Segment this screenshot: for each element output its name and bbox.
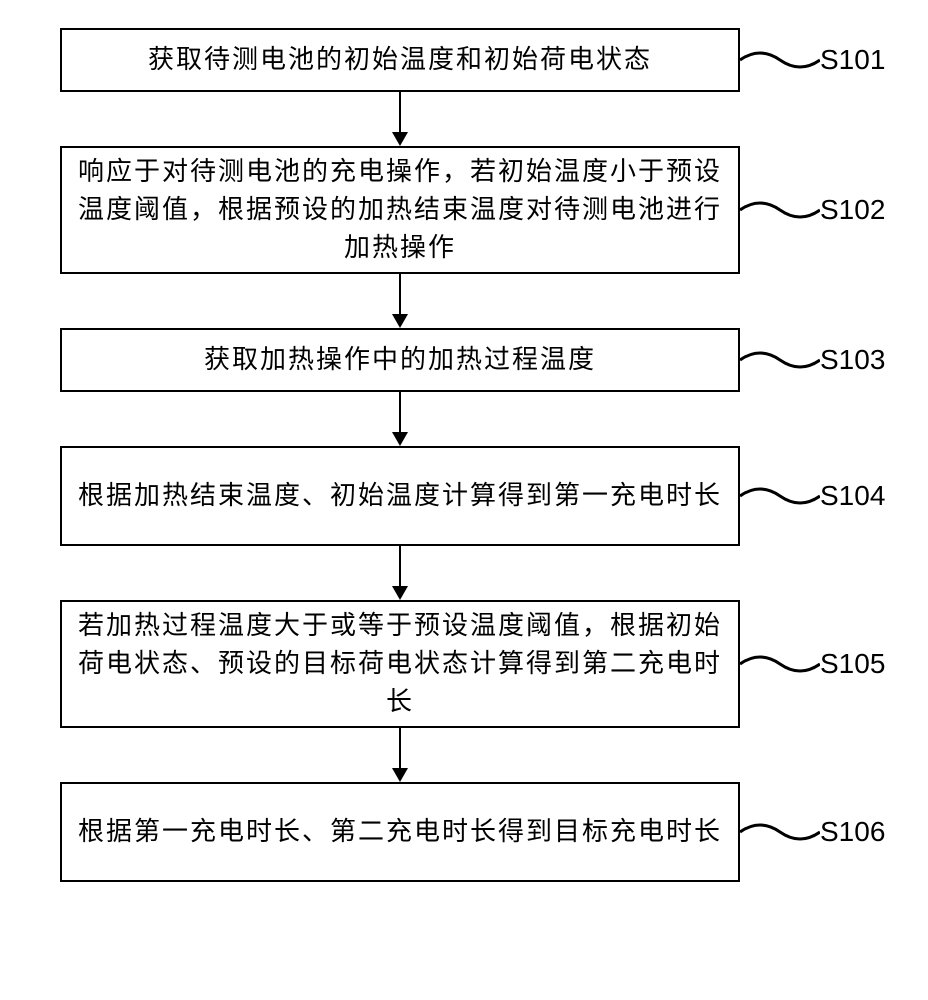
step-box-s106: 根据第一充电时长、第二充电时长得到目标充电时长 — [60, 782, 740, 882]
arrow-line — [399, 546, 401, 586]
step-box-s102: 响应于对待测电池的充电操作，若初始温度小于预设温度阈值，根据预设的加热结束温度对… — [60, 146, 740, 274]
step-text: 若加热过程温度大于或等于预设温度阈值，根据初始荷电状态、预设的目标荷电状态计算得… — [78, 607, 722, 720]
arrow-line — [399, 92, 401, 132]
connector-tilde-icon — [740, 198, 820, 222]
step-label: S103 — [820, 344, 885, 376]
arrow-head-icon — [392, 586, 408, 600]
connector-tilde-icon — [740, 820, 820, 844]
arrow-head-icon — [392, 432, 408, 446]
step-text: 根据加热结束温度、初始温度计算得到第一充电时长 — [78, 477, 722, 515]
connector-tilde-icon — [740, 652, 820, 676]
step-box-s103: 获取加热操作中的加热过程温度 — [60, 328, 740, 392]
arrow-line — [399, 392, 401, 432]
step-label: S106 — [820, 816, 885, 848]
step-box-s101: 获取待测电池的初始温度和初始荷电状态 — [60, 28, 740, 92]
step-text: 获取加热操作中的加热过程温度 — [204, 341, 596, 379]
step-label: S105 — [820, 648, 885, 680]
step-label: S102 — [820, 194, 885, 226]
step-label: S101 — [820, 44, 885, 76]
connector-tilde-icon — [740, 48, 820, 72]
arrow-head-icon — [392, 314, 408, 328]
arrow-line — [399, 274, 401, 314]
step-text: 根据第一充电时长、第二充电时长得到目标充电时长 — [78, 813, 722, 851]
step-text: 获取待测电池的初始温度和初始荷电状态 — [148, 41, 652, 79]
flowchart-canvas: 获取待测电池的初始温度和初始荷电状态 S101 响应于对待测电池的充电操作，若初… — [0, 0, 928, 1000]
arrow-head-icon — [392, 768, 408, 782]
connector-tilde-icon — [740, 348, 820, 372]
connector-tilde-icon — [740, 484, 820, 508]
step-text: 响应于对待测电池的充电操作，若初始温度小于预设温度阈值，根据预设的加热结束温度对… — [78, 153, 722, 266]
arrow-head-icon — [392, 132, 408, 146]
step-box-s105: 若加热过程温度大于或等于预设温度阈值，根据初始荷电状态、预设的目标荷电状态计算得… — [60, 600, 740, 728]
step-box-s104: 根据加热结束温度、初始温度计算得到第一充电时长 — [60, 446, 740, 546]
arrow-line — [399, 728, 401, 768]
step-label: S104 — [820, 480, 885, 512]
